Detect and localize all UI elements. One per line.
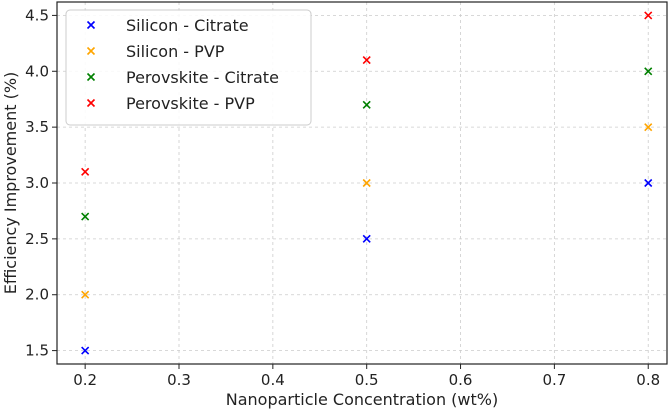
data-point (362, 178, 371, 188)
legend-label: Silicon - PVP (126, 42, 225, 61)
y-tick-label: 4.5 (25, 6, 49, 24)
y-tick-label: 1.5 (25, 342, 49, 360)
legend-marker (86, 72, 96, 82)
data-point (81, 290, 90, 299)
legend-label: Silicon - Citrate (126, 16, 249, 35)
data-point (81, 346, 90, 355)
legend-marker (86, 46, 96, 56)
data-point (362, 100, 371, 109)
x-tick-label: 0.2 (73, 371, 97, 389)
data-points (81, 11, 653, 355)
data-point (81, 212, 90, 221)
data-point (644, 11, 653, 20)
y-tick-label: 2.5 (25, 230, 49, 248)
y-tick-label: 3.5 (25, 118, 49, 136)
x-axis-label: Nanoparticle Concentration (wt%) (226, 390, 498, 409)
data-point (644, 67, 653, 76)
legend-label: Perovskite - PVP (126, 94, 255, 113)
y-axis-label: Efficiency Improvement (%) (1, 72, 20, 295)
y-tick-label: 3.0 (25, 174, 49, 192)
legend-marker (86, 98, 96, 108)
x-tick-label: 0.6 (449, 371, 473, 389)
x-tick-label: 0.4 (261, 371, 285, 389)
x-tick-label: 0.5 (355, 371, 379, 389)
data-point (644, 123, 653, 132)
y-tick-label: 4.0 (25, 62, 49, 80)
data-point (81, 167, 90, 176)
data-point (362, 234, 371, 243)
legend-label: Perovskite - Citrate (126, 68, 279, 87)
legend: Silicon - Citrate Silicon - PVP Perovskite… (65, 9, 312, 126)
y-tick-label: 2.0 (25, 286, 49, 304)
legend-marker (86, 20, 96, 30)
data-point (362, 56, 371, 65)
legend-box (65, 9, 312, 126)
data-point (644, 178, 653, 188)
axis-ticks: 0.2 0.3 0.4 0.5 0.6 0.7 0.8 1.5 2.0 2.5 3.0 3.5 4.0 4… (25, 6, 660, 389)
x-tick-label: 0.3 (167, 371, 191, 389)
x-tick-label: 0.7 (542, 371, 566, 389)
x-tick-label: 0.8 (636, 371, 660, 389)
